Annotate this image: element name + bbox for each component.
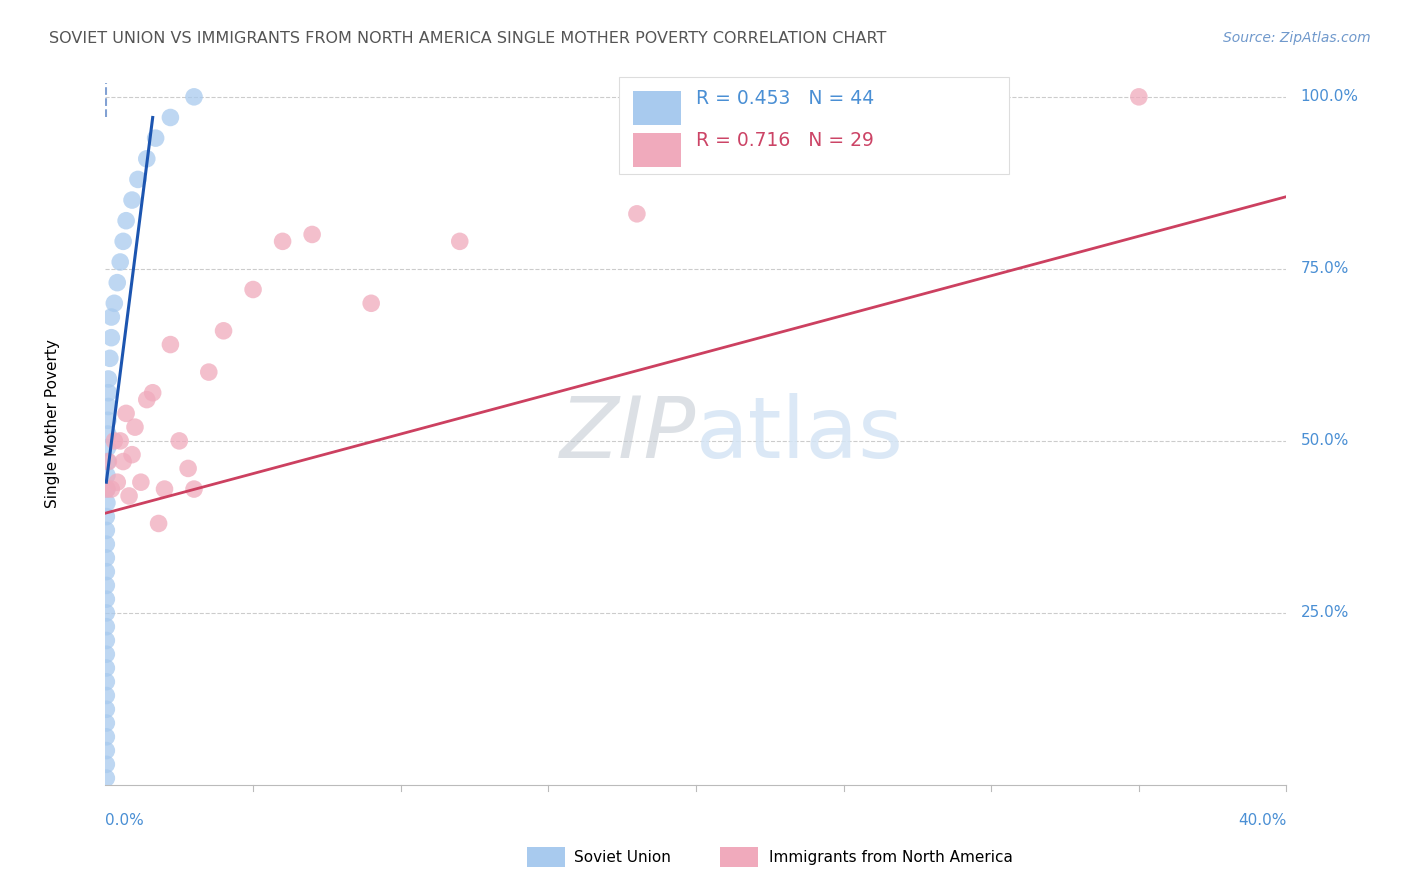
Point	[96, 771, 118, 785]
Point	[96, 606, 118, 620]
Point	[135, 152, 157, 166]
Point	[112, 454, 135, 468]
Text: 40.0%: 40.0%	[1239, 814, 1286, 828]
Point	[96, 482, 118, 496]
Point	[301, 227, 323, 242]
Point	[121, 193, 143, 207]
Point	[242, 283, 264, 297]
Point	[129, 475, 152, 490]
Point	[177, 461, 200, 475]
Point	[197, 365, 219, 379]
Text: Single Mother Poverty: Single Mother Poverty	[45, 339, 60, 508]
Point	[148, 516, 170, 531]
Point	[96, 565, 118, 579]
Point	[449, 235, 471, 249]
FancyBboxPatch shape	[619, 77, 1010, 175]
Point	[183, 482, 205, 496]
Point	[212, 324, 235, 338]
Point	[96, 496, 118, 510]
Point	[96, 689, 118, 703]
Point	[127, 172, 149, 186]
Point	[103, 434, 125, 448]
Point	[96, 550, 118, 565]
Text: ZIP: ZIP	[560, 393, 696, 476]
Point	[96, 620, 118, 634]
FancyBboxPatch shape	[633, 133, 681, 167]
Point	[142, 385, 165, 400]
Point	[121, 448, 143, 462]
Point	[96, 468, 118, 483]
Point	[100, 310, 122, 324]
Point	[271, 235, 294, 249]
Point	[96, 661, 118, 675]
Point	[96, 702, 118, 716]
Point	[97, 427, 120, 442]
Text: 50.0%: 50.0%	[1301, 434, 1348, 449]
Point	[96, 674, 118, 689]
Text: SOVIET UNION VS IMMIGRANTS FROM NORTH AMERICA SINGLE MOTHER POVERTY CORRELATION : SOVIET UNION VS IMMIGRANTS FROM NORTH AM…	[49, 31, 887, 46]
Point	[135, 392, 157, 407]
Text: R = 0.453   N = 44: R = 0.453 N = 44	[696, 89, 875, 108]
Text: Source: ZipAtlas.com: Source: ZipAtlas.com	[1223, 31, 1371, 45]
Point	[98, 351, 121, 366]
Point	[96, 509, 118, 524]
Point	[105, 475, 128, 490]
Point	[153, 482, 176, 496]
Point	[626, 207, 648, 221]
Point	[112, 235, 135, 249]
Point	[97, 400, 120, 414]
Text: 25.0%: 25.0%	[1301, 606, 1348, 621]
Point	[96, 482, 118, 496]
Point	[1128, 90, 1150, 104]
Point	[105, 276, 128, 290]
Point	[169, 434, 191, 448]
Point	[115, 213, 138, 227]
Point	[100, 331, 122, 345]
Text: 100.0%: 100.0%	[1301, 89, 1358, 104]
Point	[96, 537, 118, 551]
Point	[96, 743, 118, 757]
Point	[96, 454, 118, 468]
Point	[159, 111, 181, 125]
Point	[100, 482, 122, 496]
Point	[115, 406, 138, 420]
Point	[159, 337, 181, 351]
Point	[96, 730, 118, 744]
Text: atlas: atlas	[696, 393, 904, 476]
FancyBboxPatch shape	[633, 91, 681, 125]
Point	[97, 413, 120, 427]
Point	[96, 524, 118, 538]
Point	[110, 434, 132, 448]
Point	[145, 131, 167, 145]
Text: 0.0%: 0.0%	[105, 814, 145, 828]
Text: R = 0.716   N = 29: R = 0.716 N = 29	[696, 131, 875, 150]
Point	[103, 296, 125, 310]
Point	[96, 578, 118, 592]
Point	[96, 647, 118, 661]
Point	[97, 385, 120, 400]
Point	[118, 489, 141, 503]
Point	[96, 592, 118, 607]
Point	[360, 296, 382, 310]
Point	[124, 420, 146, 434]
Point	[97, 372, 120, 386]
Point	[97, 454, 120, 468]
Point	[96, 441, 118, 455]
Point	[96, 633, 118, 648]
Point	[110, 255, 132, 269]
Text: Soviet Union: Soviet Union	[574, 850, 671, 864]
Point	[96, 716, 118, 731]
Text: 75.0%: 75.0%	[1301, 261, 1348, 277]
Point	[183, 90, 205, 104]
Text: Immigrants from North America: Immigrants from North America	[769, 850, 1012, 864]
Point	[96, 757, 118, 772]
